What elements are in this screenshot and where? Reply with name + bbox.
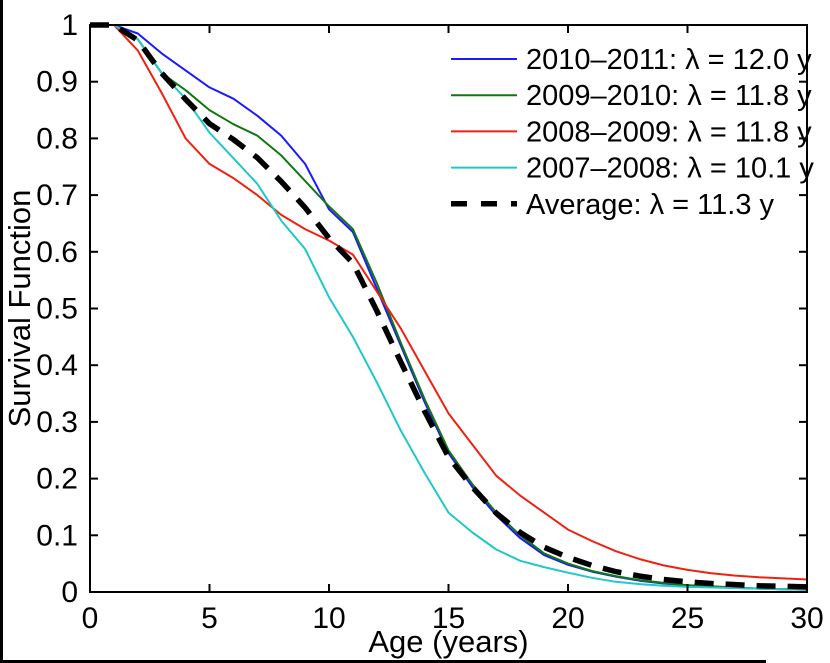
series-line-2008-2009	[90, 24, 808, 581]
window-bottom-border	[0, 660, 766, 663]
y-tick-label: 0.6	[36, 236, 78, 269]
y-tick-label: 0.8	[36, 122, 78, 155]
x-tick-label: 0	[82, 602, 99, 635]
x-axis-label: Age (years)	[368, 624, 528, 659]
legend-label-2008-2009: 2008–2009: λ = 11.8 y	[526, 116, 812, 148]
y-tick-label: 0.3	[36, 406, 78, 439]
series-line-Average	[90, 22, 808, 590]
x-tick-label: 25	[671, 602, 704, 635]
y-tick-label: 0.9	[36, 66, 78, 99]
legend-label-2007-2008: 2007–2008: λ = 10.1 y	[526, 153, 814, 185]
legend-label-2009-2010: 2009–2010: λ = 11.8 y	[526, 80, 812, 112]
window-left-border	[0, 0, 3, 663]
x-tick-label: 30	[790, 602, 823, 635]
y-tick-label: 0	[61, 576, 78, 609]
y-tick-label: 0.7	[36, 179, 78, 212]
x-tick-label: 20	[551, 602, 584, 635]
y-tick-label: 0.4	[36, 349, 78, 382]
y-tick-label: 0.2	[36, 463, 78, 496]
x-tick-label: 15	[432, 602, 465, 635]
y-tick-label: 0.5	[36, 293, 78, 326]
y-axis-label: Survival Function	[2, 190, 37, 428]
legend-label-2010-2011: 2010–2011: λ = 12.0 y	[526, 44, 812, 76]
y-tick-label: 1	[61, 9, 78, 42]
x-tick-label: 10	[312, 602, 345, 635]
y-tick-label: 0.1	[36, 519, 78, 552]
legend-label-Average: Average: λ = 11.3 y	[526, 189, 775, 221]
x-tick-label: 5	[201, 602, 218, 635]
